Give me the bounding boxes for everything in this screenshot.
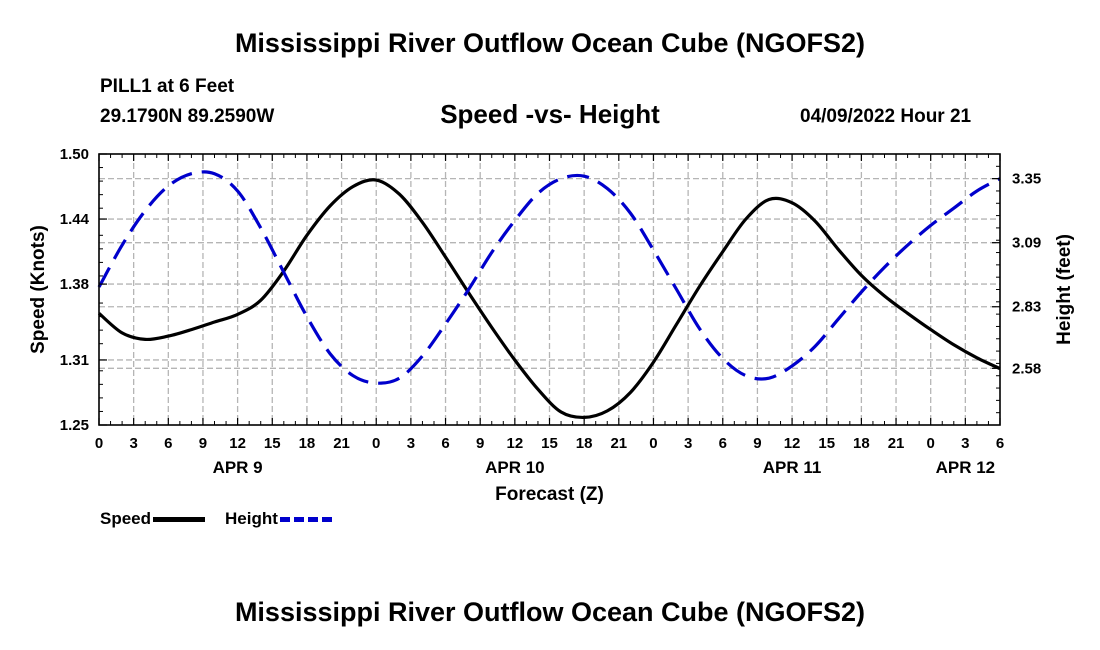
legend-speed-label: Speed <box>100 509 152 528</box>
date-label: APR 9 <box>213 458 263 477</box>
axis-labels: Forecast (Z) Speed (Knots) Height (feet)… <box>28 146 1075 505</box>
x-tick-label: 6 <box>441 435 449 452</box>
date-label: APR 12 <box>936 458 996 477</box>
y-tick-label: 1.50 <box>60 146 89 163</box>
y-tick-label: 1.25 <box>60 417 89 434</box>
x-tick-label: 6 <box>719 435 727 452</box>
y2-tick-label: 2.83 <box>1012 299 1041 316</box>
date-label: APR 10 <box>485 458 545 477</box>
station-label: PILL1 at 6 Feet <box>100 76 235 97</box>
legend-height-swatch <box>279 516 332 522</box>
x-tick-label: 21 <box>333 435 350 452</box>
x-tick-label: 0 <box>927 435 935 452</box>
x-tick-label: 18 <box>576 435 593 452</box>
x-axis-title: Forecast (Z) <box>495 484 604 505</box>
x-tick-label: 12 <box>507 435 524 452</box>
x-tick-label: 0 <box>372 435 380 452</box>
y2-tick-label: 3.35 <box>1012 171 1041 188</box>
x-tick-label: 3 <box>684 435 692 452</box>
legend-item-speed: Speed <box>100 509 206 529</box>
x-tick-label: 9 <box>753 435 761 452</box>
date-label: APR 11 <box>763 458 822 477</box>
x-tick-label: 6 <box>164 435 172 452</box>
speed-series-line <box>97 178 1001 420</box>
x-tick-label: 15 <box>818 435 835 452</box>
y-axis-title: Speed (Knots) <box>28 225 49 354</box>
y2-tick-label: 2.58 <box>1012 360 1041 377</box>
x-tick-label: 15 <box>541 435 558 452</box>
legend-item-height: Height <box>225 509 332 529</box>
y-tick-label: 1.44 <box>60 211 90 228</box>
forecast-datetime: 04/09/2022 Hour 21 <box>800 106 972 127</box>
x-tick-label: 0 <box>649 435 657 452</box>
x-tick-label: 21 <box>888 435 905 452</box>
series <box>97 170 1001 420</box>
x-tick-label: 12 <box>784 435 801 452</box>
x-tick-label: 3 <box>129 435 137 452</box>
y2-axis-title: Height (feet) <box>1054 234 1075 345</box>
x-tick-label: 3 <box>961 435 969 452</box>
x-tick-label: 18 <box>853 435 870 452</box>
x-tick-label: 21 <box>610 435 627 452</box>
legend-speed-swatch <box>153 516 206 522</box>
chart-subtitle: Speed -vs- Height <box>440 99 660 129</box>
x-tick-label: 0 <box>95 435 103 452</box>
axes <box>98 153 1001 426</box>
legend-height-label: Height <box>225 509 278 528</box>
station-coordinates: 29.1790N 89.2590W <box>100 106 275 127</box>
y2-tick-label: 3.09 <box>1012 235 1041 252</box>
grid <box>99 154 1000 425</box>
chart-title: Mississippi River Outflow Ocean Cube (NG… <box>234 28 866 58</box>
y-tick-label: 1.38 <box>60 276 89 293</box>
bottom-chart-title: Mississippi River Outflow Ocean Cube (NG… <box>234 597 866 627</box>
x-tick-label: 12 <box>229 435 246 452</box>
x-tick-label: 18 <box>299 435 316 452</box>
height-series-line <box>97 170 1001 385</box>
x-tick-label: 15 <box>264 435 281 452</box>
y-tick-label: 1.31 <box>60 352 89 369</box>
x-tick-label: 9 <box>476 435 484 452</box>
x-tick-label: 6 <box>996 435 1004 452</box>
x-tick-label: 3 <box>407 435 415 452</box>
x-tick-label: 9 <box>199 435 207 452</box>
legend: Speed Height <box>100 509 352 529</box>
